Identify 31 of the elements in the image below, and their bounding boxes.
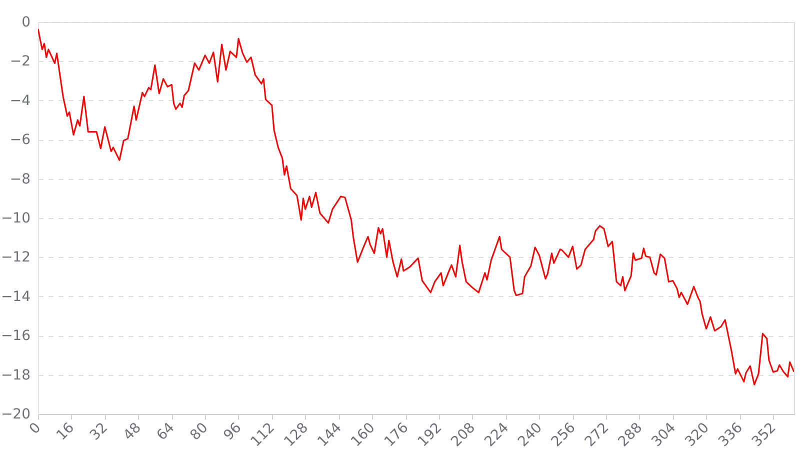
x-tick-label: 16 xyxy=(54,420,78,444)
x-tick-label: 176 xyxy=(381,420,412,450)
y-tick-label: −6 xyxy=(10,132,31,148)
y-tick-label: −16 xyxy=(0,328,31,344)
x-tick-label: 192 xyxy=(414,420,446,450)
x-tick-label: 272 xyxy=(582,420,612,450)
y-tick-label: −4 xyxy=(10,92,31,109)
x-tick-label: 32 xyxy=(87,420,111,444)
x-tick-label: 0 xyxy=(26,420,44,438)
x-tick-label: 64 xyxy=(154,420,178,444)
x-tick-label: 96 xyxy=(220,420,245,444)
y-tick-label: 0 xyxy=(22,14,30,30)
y-tick-label: −12 xyxy=(0,250,30,266)
y-tick-label: −10 xyxy=(0,210,30,226)
y-tick-label: −18 xyxy=(0,367,30,384)
line-series xyxy=(38,28,794,386)
x-tick-label: 208 xyxy=(448,420,479,450)
x-tick-label: 320 xyxy=(682,420,712,450)
x-tick-label: 240 xyxy=(515,420,546,450)
x-tick-label: 128 xyxy=(281,420,312,450)
x-tick-label: 144 xyxy=(314,420,345,450)
x-tick-label: 288 xyxy=(615,420,646,450)
y-tick-label: −8 xyxy=(10,171,30,188)
x-tick-label: 112 xyxy=(248,420,278,450)
x-tick-label: 80 xyxy=(187,420,212,444)
x-tick-label: 48 xyxy=(120,420,144,444)
y-tick-label: −14 xyxy=(0,288,31,305)
x-tick-label: 352 xyxy=(749,420,780,450)
y-tick-label: −20 xyxy=(0,406,30,422)
x-tick-label: 160 xyxy=(348,420,378,450)
y-tick-label: −2 xyxy=(10,54,30,70)
